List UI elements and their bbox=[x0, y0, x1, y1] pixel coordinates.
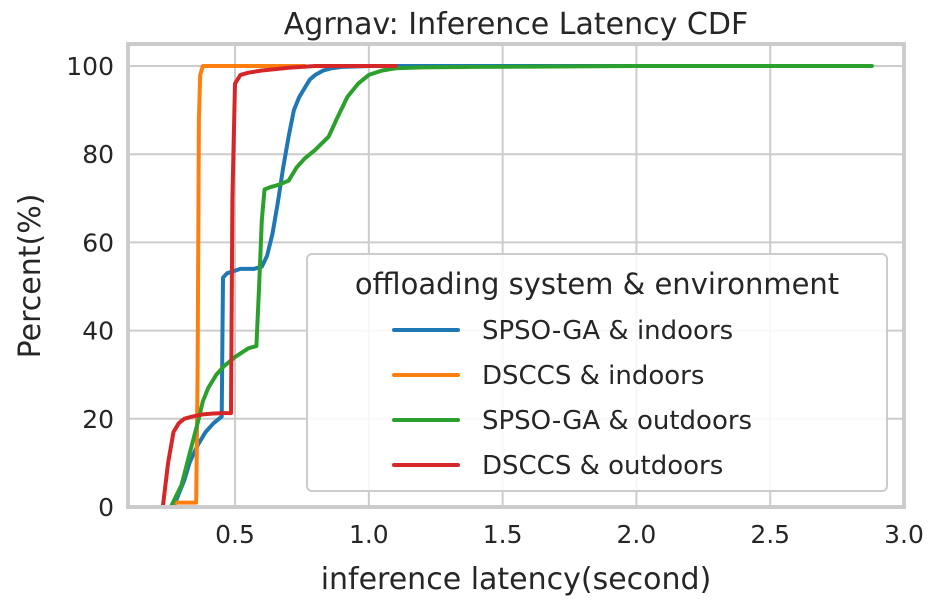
legend-label-2: DSCCS & indoors bbox=[482, 361, 704, 391]
legend: offloading system & environment SPSO-GA … bbox=[306, 253, 888, 492]
legend-label-3: SPSO-GA & outdoors bbox=[482, 406, 752, 436]
y-tick-label: 80 bbox=[82, 140, 114, 169]
y-tick-label: 0 bbox=[98, 493, 114, 522]
x-tick-label: 1.5 bbox=[483, 520, 523, 549]
series-line-4 bbox=[160, 64, 398, 509]
y-tick-label: 100 bbox=[66, 52, 114, 81]
legend-box bbox=[306, 253, 888, 492]
x-tick-label: 2.0 bbox=[617, 520, 657, 549]
x-tick-label: 3.0 bbox=[884, 520, 924, 549]
y-tick-label: 20 bbox=[82, 405, 114, 434]
y-tick-label: 40 bbox=[82, 317, 114, 346]
x-tick-label: 0.5 bbox=[215, 520, 255, 549]
plot-frame bbox=[126, 42, 906, 509]
x-axis-label: inference latency(second) bbox=[321, 562, 712, 597]
series-line-3 bbox=[168, 64, 874, 509]
legend-label-1: SPSO-GA & indoors bbox=[482, 316, 733, 346]
chart-title: Agrnav: Inference Latency CDF bbox=[284, 7, 748, 42]
x-tick-labels: 0.5 1.0 1.5 2.0 2.5 3.0 bbox=[215, 520, 924, 549]
series-lines bbox=[160, 64, 874, 509]
legend-entries: SPSO-GA & indoors DSCCS & indoors SPSO-GA … bbox=[392, 316, 752, 481]
x-tick-label: 2.5 bbox=[750, 520, 790, 549]
legend-title: offloading system & environment bbox=[355, 267, 839, 301]
y-tick-labels: 0 20 40 60 80 100 bbox=[66, 52, 114, 522]
x-tick-label: 1.0 bbox=[349, 520, 389, 549]
series-line-2 bbox=[171, 64, 307, 505]
legend-label-4: DSCCS & outdoors bbox=[482, 451, 723, 481]
y-axis-label: Percent(%) bbox=[13, 194, 48, 359]
y-tick-label: 60 bbox=[82, 228, 114, 257]
